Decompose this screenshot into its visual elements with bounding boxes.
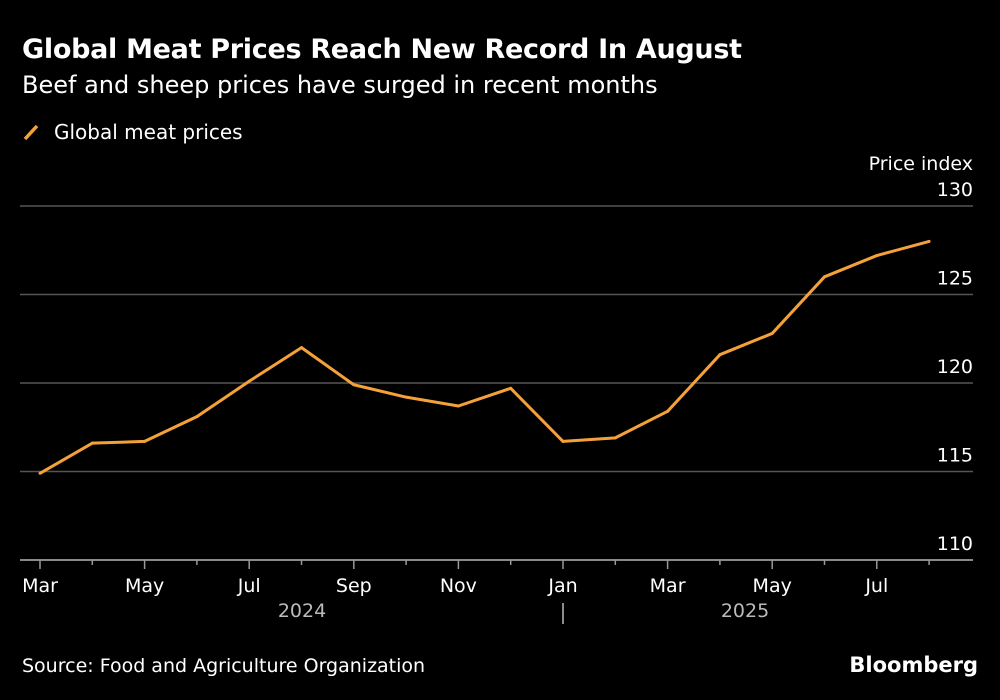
year-label: 2024	[278, 600, 326, 622]
chart-title: Global Meat Prices Reach New Record In A…	[22, 34, 742, 65]
data-point	[666, 409, 670, 413]
y-tick-label: 130	[937, 179, 973, 201]
data-point	[823, 275, 826, 279]
data-point	[561, 439, 565, 443]
x-tick-label: Nov	[440, 575, 477, 597]
x-tick-label: Jul	[237, 575, 261, 597]
y-tick-label: 125	[937, 268, 973, 290]
y-axis-title: Price index	[869, 153, 973, 175]
data-point	[927, 239, 931, 243]
chart-subtitle: Beef and sheep prices have surged in rec…	[22, 71, 658, 99]
x-tick-label: May	[753, 575, 792, 597]
legend: Global meat prices	[22, 120, 243, 144]
data-point	[352, 383, 356, 387]
data-point	[456, 404, 460, 408]
data-point	[718, 353, 722, 357]
legend-label: Global meat prices	[54, 120, 243, 144]
data-point	[770, 331, 774, 335]
legend-swatch-icon	[23, 124, 39, 141]
year-label: 2025	[721, 600, 769, 622]
data-point	[509, 386, 513, 390]
x-tick-label: May	[125, 575, 164, 597]
y-tick-label: 120	[937, 356, 973, 378]
x-tick-label: Jan	[547, 575, 577, 597]
data-point	[195, 415, 199, 419]
x-tick-label: Sep	[336, 575, 372, 597]
data-point	[875, 254, 879, 258]
y-tick-label: 110	[937, 533, 973, 555]
x-tick-label: Mar	[650, 575, 686, 597]
data-point	[90, 441, 94, 445]
x-tick-label: Jul	[864, 575, 888, 597]
data-point	[38, 471, 42, 475]
source-note: Source: Food and Agriculture Organizatio…	[22, 655, 426, 677]
data-point	[300, 346, 303, 350]
data-point	[247, 379, 251, 383]
series-line-global-meat-prices	[39, 239, 930, 475]
y-tick-label: 115	[937, 445, 973, 467]
data-point	[404, 395, 408, 399]
x-tick-label: Mar	[22, 575, 58, 597]
data-point	[613, 436, 617, 440]
bloomberg-logo: Bloomberg	[849, 653, 978, 677]
data-point	[143, 439, 147, 443]
